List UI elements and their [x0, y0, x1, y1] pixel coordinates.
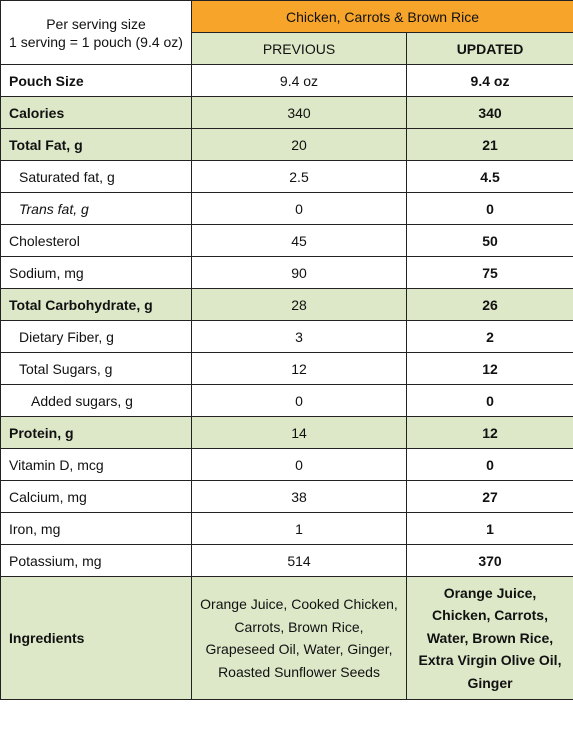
updated-value: 12	[405, 352, 573, 385]
ingredients-row: Ingredients Orange Juice, Cooked Chicken…	[0, 576, 573, 700]
previous-value: 14	[191, 416, 407, 449]
updated-value: 2	[405, 320, 573, 353]
row-label: Sodium, mg	[0, 256, 192, 289]
previous-value: 0	[191, 448, 407, 481]
column-header-previous: PREVIOUS	[191, 32, 407, 65]
nutrition-comparison-table: Per serving size 1 serving = 1 pouch (9.…	[0, 0, 573, 700]
table-row: Dietary Fiber, g 3 2	[0, 320, 573, 353]
row-label: Total Fat, g	[0, 128, 192, 161]
updated-value: 0	[405, 384, 573, 417]
table-row: Cholesterol 45 50	[0, 224, 573, 257]
row-label: Cholesterol	[0, 224, 192, 257]
table-row: Pouch Size 9.4 oz 9.4 oz	[0, 64, 573, 97]
row-label: Added sugars, g	[0, 384, 192, 417]
table-row: Saturated fat, g 2.5 4.5	[0, 160, 573, 193]
updated-value: 26	[405, 288, 573, 321]
previous-value: 2.5	[191, 160, 407, 193]
subheader-row: PREVIOUS UPDATED	[1, 32, 573, 65]
row-label: Iron, mg	[0, 512, 192, 545]
updated-value: 50	[405, 224, 573, 257]
table-row: Total Fat, g 20 21	[0, 128, 573, 161]
updated-value: 4.5	[405, 160, 573, 193]
serving-line-1: Per serving size	[46, 15, 146, 32]
previous-value: 1	[191, 512, 407, 545]
ingredients-updated: Orange Juice, Chicken, Carrots, Water, B…	[405, 576, 573, 700]
serving-size-label: Per serving size 1 serving = 1 pouch (9.…	[0, 0, 192, 65]
previous-value: 28	[191, 288, 407, 321]
row-label: Potassium, mg	[0, 544, 192, 577]
row-label: Total Carbohydrate, g	[0, 288, 192, 321]
row-label: Trans fat, g	[0, 192, 192, 225]
updated-value: 1	[405, 512, 573, 545]
column-header-updated: UPDATED	[405, 32, 573, 65]
row-label: Total Sugars, g	[0, 352, 192, 385]
row-label: Calcium, mg	[0, 480, 192, 513]
updated-value: 9.4 oz	[405, 64, 573, 97]
updated-value: 0	[405, 448, 573, 481]
updated-value: 340	[405, 96, 573, 129]
row-label: Saturated fat, g	[0, 160, 192, 193]
previous-value: 514	[191, 544, 407, 577]
table-row: Calories 340 340	[0, 96, 573, 129]
row-label: Pouch Size	[0, 64, 192, 97]
table-row: Iron, mg 1 1	[0, 512, 573, 545]
table-row: Total Sugars, g 12 12	[0, 352, 573, 385]
previous-value: 45	[191, 224, 407, 257]
updated-value: 12	[405, 416, 573, 449]
previous-value: 340	[191, 96, 407, 129]
previous-value: 0	[191, 192, 407, 225]
row-label: Dietary Fiber, g	[0, 320, 192, 353]
table-row: Protein, g 14 12	[0, 416, 573, 449]
row-label: Protein, g	[0, 416, 192, 449]
updated-value: 370	[405, 544, 573, 577]
updated-value: 0	[405, 192, 573, 225]
updated-value: 27	[405, 480, 573, 513]
previous-value: 20	[191, 128, 407, 161]
header-row: Per serving size 1 serving = 1 pouch (9.…	[0, 0, 573, 65]
updated-value: 21	[405, 128, 573, 161]
previous-value: 0	[191, 384, 407, 417]
table-row: Added sugars, g 0 0	[0, 384, 573, 417]
table-row: Potassium, mg 514 370	[0, 544, 573, 577]
ingredients-label: Ingredients	[0, 576, 192, 700]
previous-value: 9.4 oz	[191, 64, 407, 97]
table-row: Trans fat, g 0 0	[0, 192, 573, 225]
updated-value: 75	[405, 256, 573, 289]
row-label: Calories	[0, 96, 192, 129]
row-label: Vitamin D, mcg	[0, 448, 192, 481]
previous-value: 3	[191, 320, 407, 353]
table-row: Calcium, mg 38 27	[0, 480, 573, 513]
serving-line-2: 1 serving = 1 pouch (9.4 oz)	[9, 33, 183, 50]
table-row: Vitamin D, mcg 0 0	[0, 448, 573, 481]
previous-value: 12	[191, 352, 407, 385]
table-row: Total Carbohydrate, g 28 26	[0, 288, 573, 321]
previous-value: 38	[191, 480, 407, 513]
previous-value: 90	[191, 256, 407, 289]
product-title: Chicken, Carrots & Brown Rice	[190, 0, 573, 33]
table-row: Sodium, mg 90 75	[0, 256, 573, 289]
ingredients-previous: Orange Juice, Cooked Chicken, Carrots, B…	[191, 576, 407, 700]
